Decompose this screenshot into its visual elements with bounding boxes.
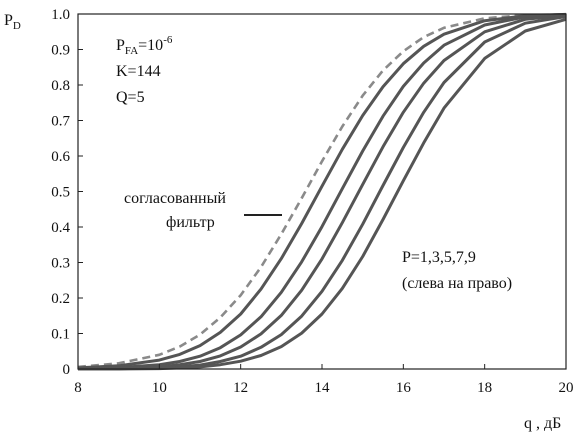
matched-filter-curve [77,13,567,369]
x-tick-label: 18 [477,380,492,396]
x-tick-label: 20 [559,380,574,396]
y-tick-label: 0 [63,362,71,378]
ticks-layer: 8 10 12 14 16 18 20 0 0.1 0.2 0.3 0.4 0.5 0.6 0.7 0.8 0.… [51,7,573,396]
y-tick-label: 0.5 [51,185,70,201]
p-values-label: P=1,3,5,7,9 [402,249,476,266]
y-tick-label: 0.2 [51,291,70,307]
matched-filter-label-2: фильтр [166,214,215,231]
y-tick-label: 0.9 [51,43,70,59]
p-order-note: (слева на право) [402,275,512,292]
matched-filter-label: согласованный [124,190,226,207]
x-tick-label: 12 [233,380,248,396]
x-tick-label: 10 [152,380,167,396]
x-tick-label: 8 [74,380,82,396]
y-tick-label: 0.6 [51,149,70,165]
k-parameter: K=144 [116,63,161,80]
pfa-value: =10 [138,37,163,54]
y-axis-label: PD [4,12,21,32]
p-curve-5 [78,17,567,371]
q-parameter: Q=5 [116,89,145,106]
pfa-parameter: PFA=10-6 [116,34,173,57]
y-tick-label: 0.8 [51,78,70,94]
y-tick-label: 0.4 [51,220,70,236]
y-tick-label: 0.1 [51,327,70,343]
x-axis-label: q , дБ [524,415,561,432]
x-tick-label: 14 [315,380,331,396]
y-axis-label-subscript: D [13,20,21,32]
p-curve-2 [77,13,567,371]
y-tick-label: 0.3 [51,256,70,272]
curves-layer [77,12,567,371]
pfa-subscript: FA [125,45,138,57]
p-curve-3 [77,13,567,371]
p-curve-1 [77,12,567,370]
y-tick-label: 1.0 [51,7,70,23]
x-tick-label: 16 [396,380,412,396]
y-tick-label: 0.7 [51,114,70,130]
pfa-exponent: -6 [163,34,173,46]
